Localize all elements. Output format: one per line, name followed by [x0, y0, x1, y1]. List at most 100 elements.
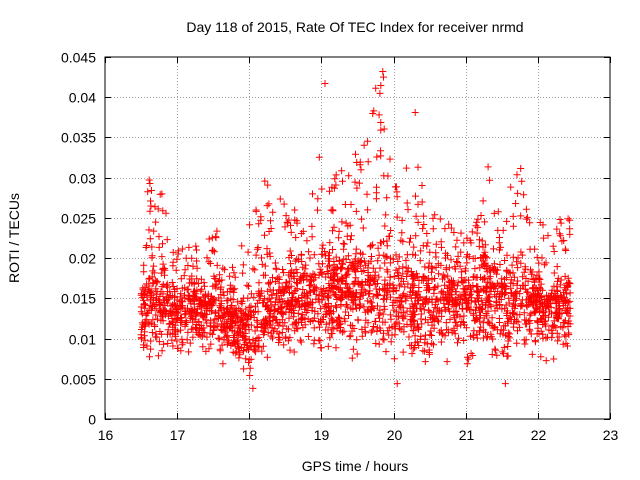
data-point [520, 309, 528, 317]
data-point [403, 293, 411, 301]
data-point [171, 293, 179, 301]
data-point [473, 229, 481, 237]
data-point [421, 347, 429, 355]
data-point [428, 332, 435, 339]
data-point [333, 303, 340, 311]
data-point [372, 340, 380, 347]
data-point [348, 354, 356, 362]
data-point [259, 299, 267, 307]
data-point [459, 305, 467, 312]
data-point [365, 259, 373, 267]
data-point [473, 218, 481, 226]
data-point [335, 227, 343, 235]
data-point [393, 193, 401, 201]
data-point [563, 308, 571, 316]
data-point [432, 264, 440, 271]
data-point [499, 226, 507, 234]
data-point [411, 109, 419, 116]
data-point [318, 296, 326, 304]
data-point [255, 279, 263, 287]
data-point [349, 305, 357, 313]
data-point [395, 282, 403, 290]
data-point [148, 243, 156, 251]
data-point [420, 273, 428, 280]
data-point [514, 264, 522, 272]
data-point [235, 305, 243, 313]
data-point [295, 294, 303, 302]
data-point [152, 218, 160, 226]
data-point [146, 235, 154, 243]
data-point [342, 219, 350, 227]
data-point [416, 257, 424, 265]
data-point [199, 312, 207, 320]
data-point [182, 254, 190, 262]
data-point [470, 327, 478, 335]
data-point [158, 347, 166, 355]
data-point [271, 298, 279, 306]
data-point [353, 336, 361, 344]
data-point [316, 305, 324, 313]
data-point [560, 237, 568, 244]
data-point [441, 225, 449, 233]
data-point [291, 327, 299, 335]
data-point [283, 218, 291, 226]
data-point [528, 268, 536, 276]
data-point [350, 297, 358, 305]
data-point [226, 281, 234, 289]
data-point [231, 319, 239, 327]
data-point [379, 295, 387, 303]
data-point [174, 247, 182, 255]
data-point [194, 330, 202, 338]
data-point [338, 218, 346, 226]
data-point [209, 246, 217, 254]
data-point [493, 351, 501, 359]
data-point [280, 297, 288, 305]
data-point [283, 303, 291, 311]
data-point [185, 243, 193, 251]
data-point [346, 236, 354, 244]
data-point [335, 234, 343, 242]
data-point [536, 219, 544, 226]
data-point [460, 239, 468, 247]
data-point [566, 216, 574, 224]
data-point [328, 316, 336, 324]
data-point [517, 212, 525, 220]
data-point [525, 325, 533, 333]
data-point [398, 229, 406, 237]
data-point [373, 153, 381, 161]
data-point [179, 302, 186, 310]
data-point [354, 260, 362, 268]
data-point [403, 199, 411, 207]
data-point [426, 248, 434, 256]
data-point [460, 337, 468, 344]
data-point [141, 322, 149, 330]
data-point [226, 272, 234, 280]
data-point [340, 315, 348, 323]
data-point [230, 306, 238, 314]
data-point [447, 291, 455, 299]
data-point [495, 293, 503, 301]
data-point [310, 336, 318, 344]
data-point [228, 302, 236, 309]
data-point [145, 226, 153, 234]
data-point [351, 266, 359, 273]
data-point [446, 307, 454, 315]
data-point [229, 286, 237, 294]
data-point [470, 273, 478, 281]
data-point [158, 190, 166, 198]
data-point [392, 183, 399, 191]
data-point [162, 209, 170, 217]
data-point [247, 290, 255, 298]
data-point [534, 319, 542, 327]
data-point [303, 237, 311, 245]
data-point [424, 280, 432, 287]
data-point [210, 296, 218, 304]
data-point [414, 200, 422, 208]
data-point [140, 291, 148, 298]
data-point [375, 111, 383, 119]
data-point [416, 304, 424, 312]
data-point [399, 270, 407, 278]
data-point [538, 315, 545, 323]
data-point [336, 314, 343, 322]
data-point [329, 246, 337, 253]
